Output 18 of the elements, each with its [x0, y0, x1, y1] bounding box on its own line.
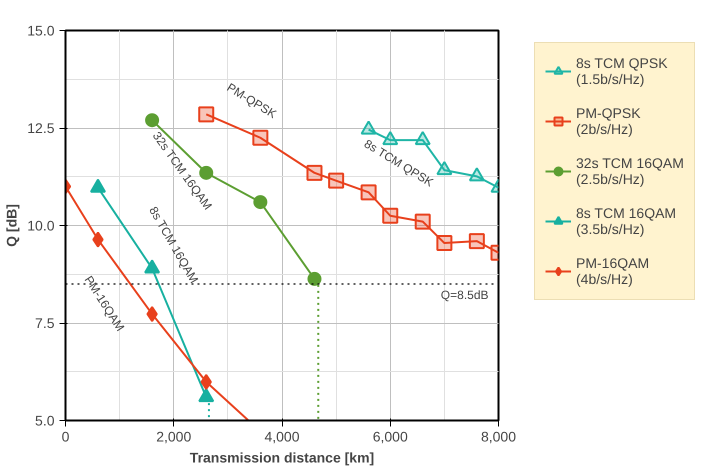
- y-axis-title: Q [dB]: [3, 204, 20, 247]
- y-tick-label: 15.0: [27, 22, 55, 38]
- legend-label: PM-QPSK (2b/s/Hz): [576, 104, 641, 139]
- legend-label: 8s TCM 16QAM (3.5b/s/Hz): [576, 204, 676, 239]
- legend-label: 32s TCM 16QAM (2.5b/s/Hz): [576, 154, 684, 189]
- y-tick-label: 12.5: [27, 120, 55, 136]
- x-tick-label: 0: [62, 428, 70, 444]
- y-tick-label: 7.5: [35, 315, 55, 331]
- legend-label: 8s TCM QPSK (1.5b/s/Hz): [576, 54, 668, 89]
- x-tick-label: 6,000: [372, 428, 408, 444]
- y-tick-label: 5.0: [35, 412, 55, 428]
- x-tick-label: 2,000: [156, 428, 192, 444]
- x-tick-label: 8,000: [480, 428, 516, 444]
- legend-label: PM-16QAM (4b/s/Hz): [576, 254, 650, 289]
- x-axis-title: Transmission distance [km]: [190, 450, 374, 466]
- ref-line-label: Q=8.5dB: [440, 288, 488, 302]
- y-tick-label: 10.0: [27, 218, 55, 234]
- x-tick-label: 4,000: [264, 428, 300, 444]
